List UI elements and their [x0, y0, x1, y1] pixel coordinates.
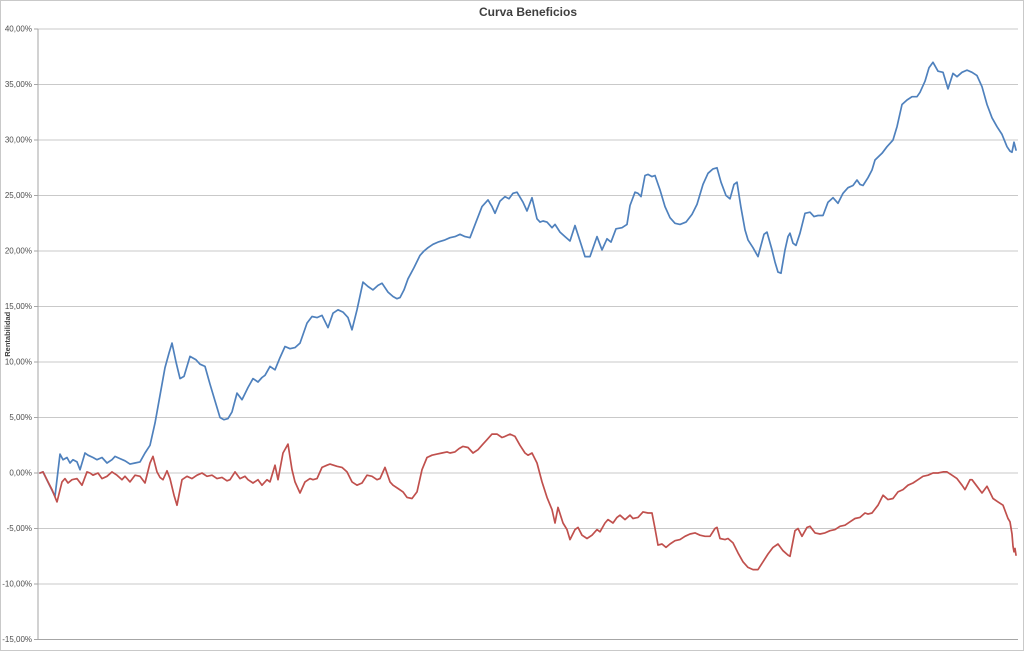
y-tick-label: 5,00%: [9, 413, 32, 422]
y-tick-label: 40,00%: [5, 25, 32, 34]
y-tick-label: 15,00%: [5, 302, 32, 311]
y-tick-label: -5,00%: [7, 524, 32, 533]
y-tick-label: 30,00%: [5, 136, 32, 145]
y-tick-label: -10,00%: [2, 580, 32, 589]
series-line-red_series: [39, 433, 1017, 571]
y-tick-label: 10,00%: [5, 358, 32, 367]
y-tick-label: 20,00%: [5, 247, 32, 256]
series-line-blue_series: [39, 61, 1017, 498]
y-axis-title: Rentabilidad: [3, 311, 12, 356]
y-tick-label: 0,00%: [9, 469, 32, 478]
y-tick-label: 25,00%: [5, 191, 32, 200]
chart-title: Curva Beneficios: [479, 5, 577, 19]
y-tick-label: -15,00%: [2, 635, 32, 644]
y-tick-label: 35,00%: [5, 80, 32, 89]
